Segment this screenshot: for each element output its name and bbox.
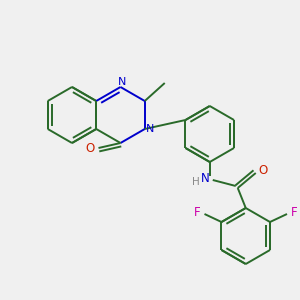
Text: N: N bbox=[201, 172, 210, 184]
Text: H: H bbox=[192, 177, 200, 187]
Text: N: N bbox=[146, 124, 154, 134]
Text: F: F bbox=[194, 206, 201, 218]
Text: F: F bbox=[291, 206, 297, 218]
Text: O: O bbox=[86, 142, 95, 154]
Text: N: N bbox=[118, 77, 127, 87]
Text: O: O bbox=[258, 164, 267, 178]
